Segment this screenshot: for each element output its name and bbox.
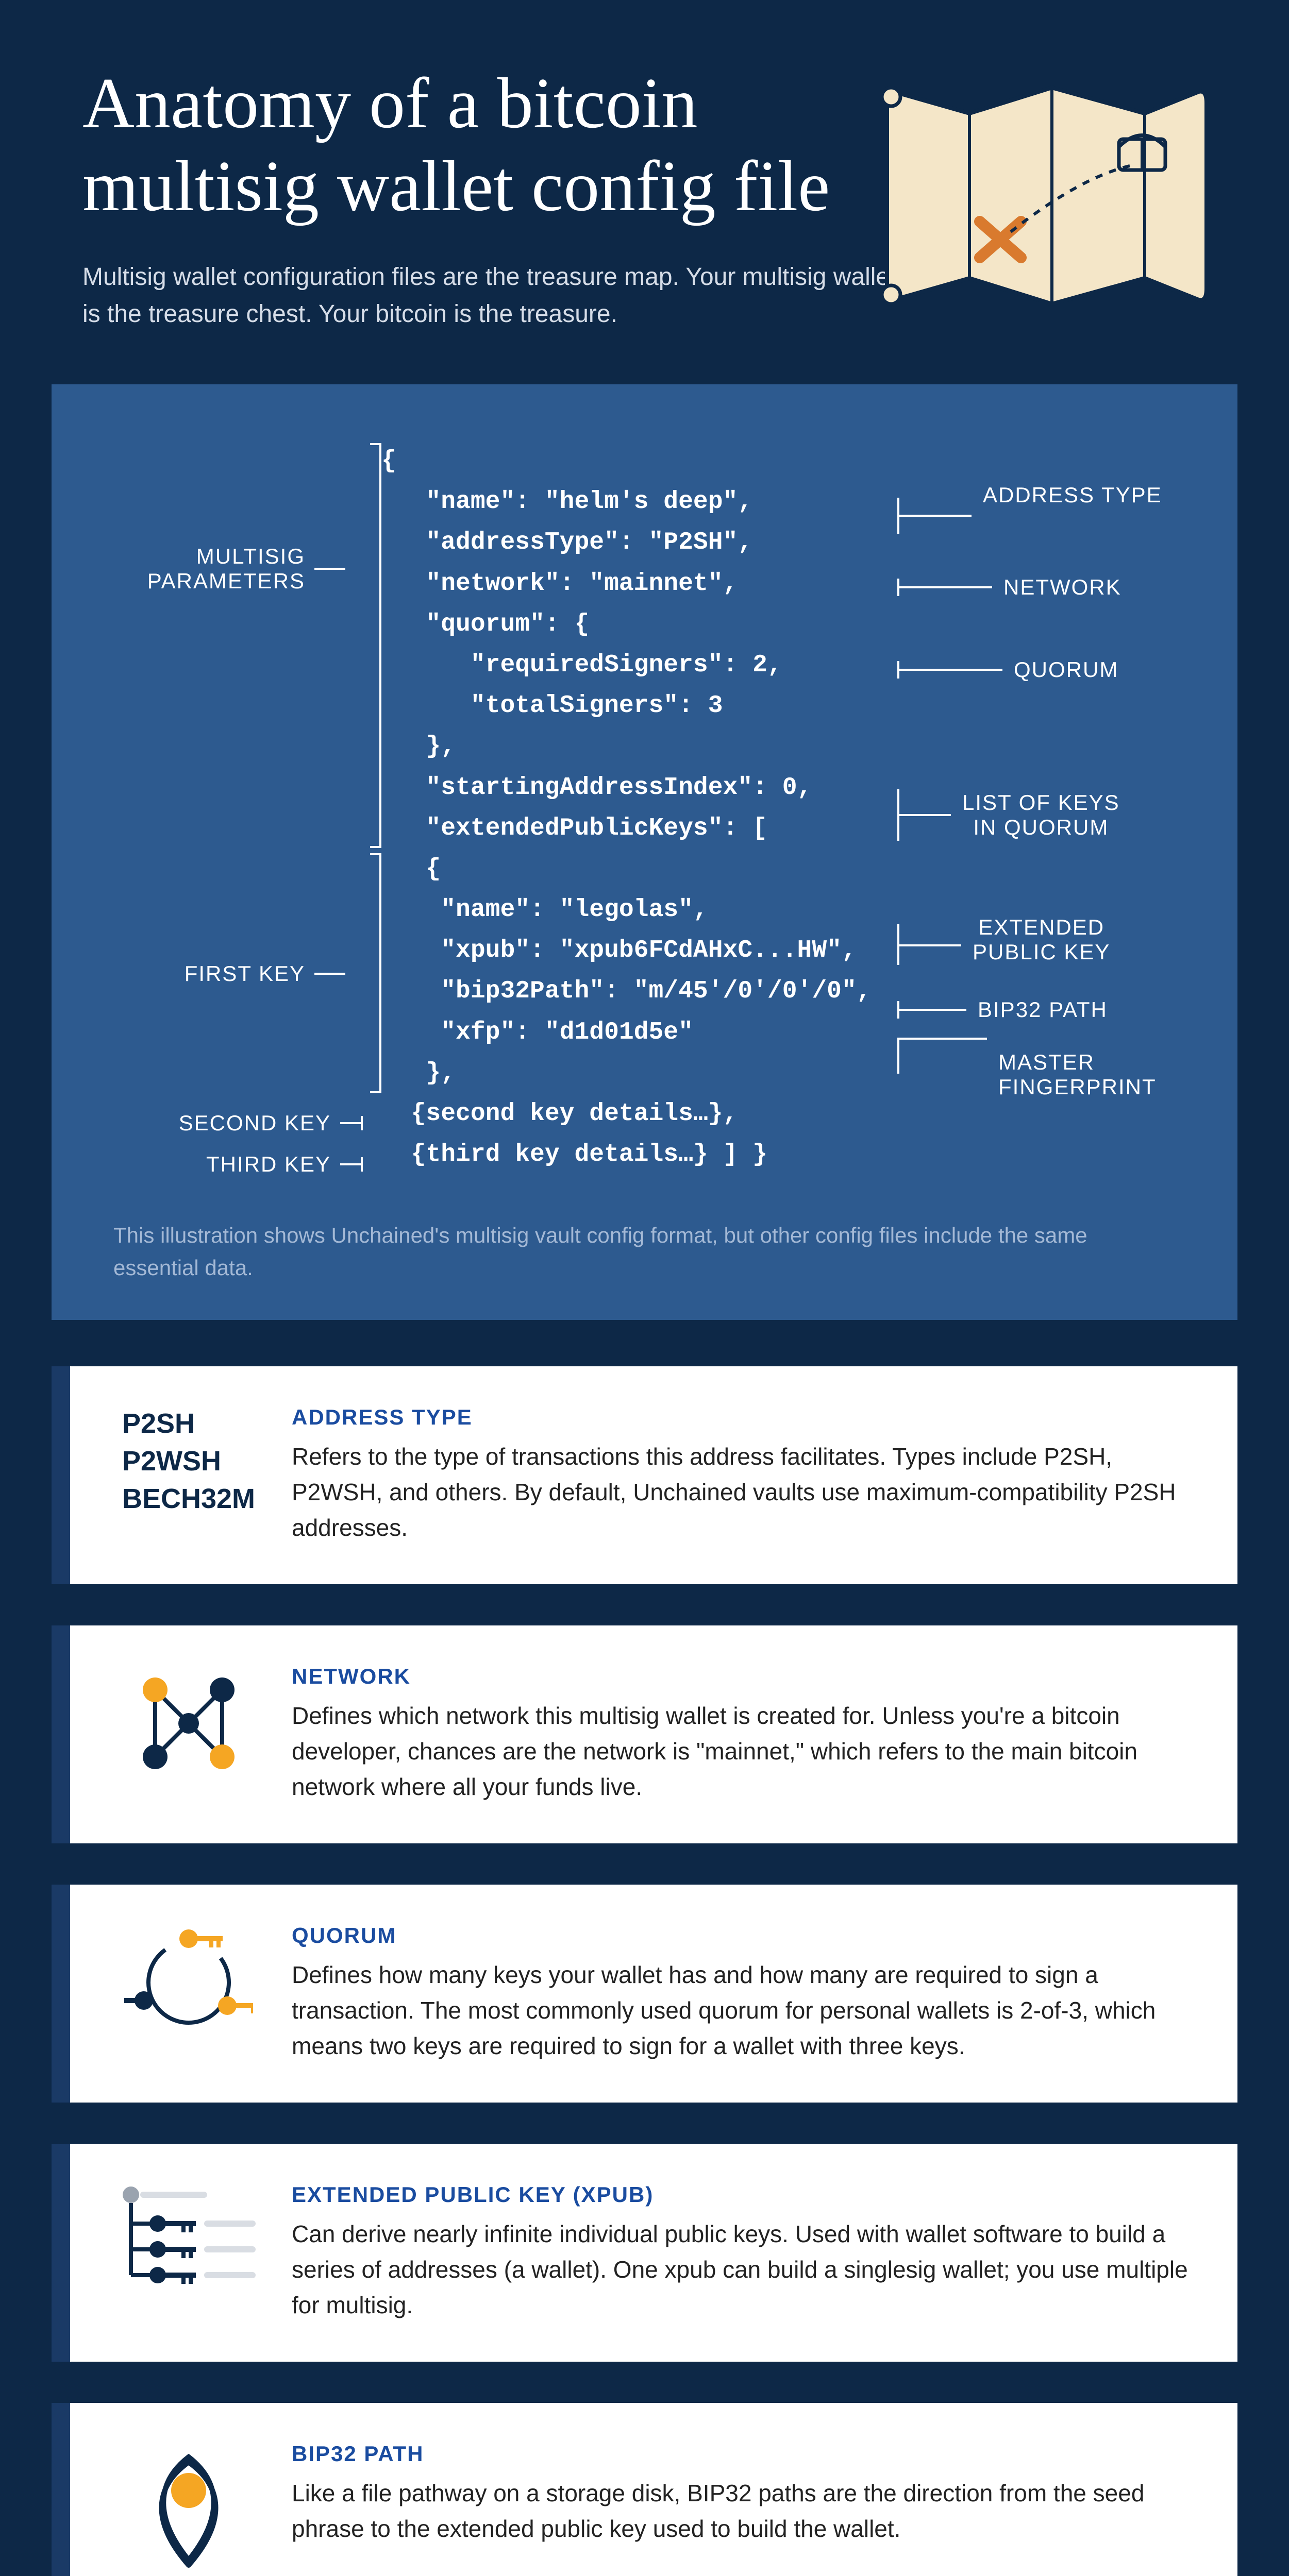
card-text: Refers to the type of transactions this …	[292, 1439, 1196, 1546]
card-quorum: QUORUM Defines how many keys your wallet…	[52, 1885, 1237, 2103]
label-xpub: EXTENDED PUBLIC KEY	[973, 915, 1110, 965]
card-bip32: BIP32 PATH Like a file pathway on a stor…	[52, 2403, 1237, 2576]
card-text: Like a file pathway on a storage disk, B…	[292, 2476, 1196, 2547]
card-network: NETWORK Defines which network this multi…	[52, 1625, 1237, 1843]
label-third-key: THIRD KEY	[206, 1152, 331, 1177]
label-list-keys: LIST OF KEYS IN QUORUM	[962, 790, 1120, 840]
addrtypes-icon: P2SH P2WSH BECH32M	[101, 1405, 276, 1546]
label-network: NETWORK	[1003, 575, 1121, 600]
card-title: BIP32 PATH	[292, 2442, 1196, 2466]
quorum-icon	[101, 1923, 276, 2064]
cards-section: P2SH P2WSH BECH32M ADDRESS TYPE Refers t…	[0, 1320, 1289, 2576]
label-quorum: QUORUM	[1014, 657, 1118, 682]
card-xpub: EXTENDED PUBLIC KEY (XPUB) Can derive ne…	[52, 2144, 1237, 2362]
card-title: QUORUM	[292, 1923, 1196, 1948]
treasure-map-icon	[866, 62, 1217, 350]
page-subtitle: Multisig wallet configuration files are …	[82, 259, 907, 333]
card-title: NETWORK	[292, 1664, 1196, 1689]
label-multisig-params: MULTISIG PARAMETERS	[147, 544, 305, 594]
config-right-labels: ADDRESS TYPE NETWORK QUORUM LIST OF KEYS…	[897, 441, 1176, 1183]
page: Anatomy of a bitcoin multisig wallet con…	[0, 0, 1289, 2576]
xpub-icon	[101, 2182, 276, 2323]
network-icon	[101, 1664, 276, 1805]
config-code: { "name": "helm's deep", "addressType": …	[381, 441, 897, 1183]
card-text: Defines which network this multisig wall…	[292, 1698, 1196, 1805]
config-block: MULTISIG PARAMETERS FIRST KEY SECOND KEY…	[52, 384, 1237, 1320]
card-title: EXTENDED PUBLIC KEY (XPUB)	[292, 2182, 1196, 2207]
page-title: Anatomy of a bitcoin multisig wallet con…	[82, 62, 881, 228]
card-address-type: P2SH P2WSH BECH32M ADDRESS TYPE Refers t…	[52, 1366, 1237, 1584]
config-footnote: This illustration shows Unchained's mult…	[113, 1219, 1176, 1284]
bip32-icon	[101, 2442, 276, 2575]
label-address-type: ADDRESS TYPE	[983, 483, 1162, 507]
label-bip32: BIP32 PATH	[978, 997, 1108, 1022]
config-grid: MULTISIG PARAMETERS FIRST KEY SECOND KEY…	[113, 441, 1176, 1183]
label-fingerprint: MASTER FINGERPRINT	[998, 1050, 1157, 1100]
card-text: Can derive nearly infinite individual pu…	[292, 2216, 1196, 2323]
label-second-key: SECOND KEY	[179, 1111, 331, 1136]
header: Anatomy of a bitcoin multisig wallet con…	[0, 0, 1289, 384]
card-title: ADDRESS TYPE	[292, 1405, 1196, 1430]
config-left-labels: MULTISIG PARAMETERS FIRST KEY SECOND KEY…	[113, 441, 381, 1183]
card-text: Defines how many keys your wallet has an…	[292, 1957, 1196, 2064]
label-first-key: FIRST KEY	[185, 961, 305, 986]
